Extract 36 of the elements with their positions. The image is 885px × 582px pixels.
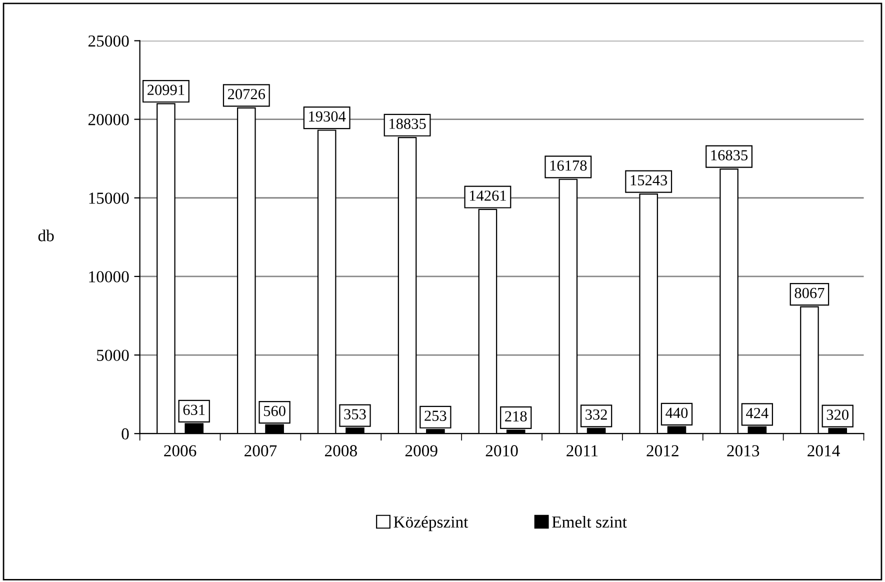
legend-label: Emelt szint [552, 516, 627, 528]
x-tick-label: 2007 [244, 445, 277, 456]
data-label: 253 [424, 410, 446, 421]
data-label: 440 [666, 408, 688, 418]
data-label: 353 [344, 409, 366, 420]
data-label: 8067 [794, 288, 824, 298]
x-tick-label: 2009 [405, 445, 438, 456]
data-label: 424 [746, 408, 768, 418]
data-label: 320 [826, 410, 848, 420]
y-tick-label: 10000 [89, 271, 129, 282]
data-label: 20726 [228, 88, 266, 100]
y-tick-label: 5000 [97, 350, 129, 361]
data-label: 14261 [470, 190, 506, 201]
x-tick-label: 2011 [566, 445, 598, 456]
x-tick-label: 2012 [646, 445, 678, 456]
x-tick-label: 2013 [727, 445, 760, 456]
x-tick-label: 2010 [486, 445, 518, 456]
x-tick-label: 2014 [808, 445, 840, 456]
y-tick-label: 15000 [89, 192, 129, 204]
data-label: 16835 [711, 150, 748, 160]
data-label: 18835 [390, 118, 426, 129]
data-label: 332 [586, 409, 607, 420]
data-label: 20991 [148, 84, 184, 96]
y-tick-label: 25000 [88, 35, 129, 47]
data-label: 218 [505, 411, 527, 422]
data-label: 19304 [309, 111, 346, 122]
data-label: 560 [264, 406, 286, 416]
x-tick-label: 2008 [324, 445, 357, 456]
y-axis-title: db [38, 230, 54, 242]
data-label: 16178 [550, 160, 587, 171]
data-label: 631 [183, 404, 205, 416]
y-tick-label: 20000 [88, 114, 129, 126]
y-tick-label: 0 [122, 428, 129, 440]
legend-label: Középszint [394, 516, 468, 532]
x-tick-label: 2006 [164, 445, 196, 456]
data-label: 15243 [630, 175, 668, 186]
